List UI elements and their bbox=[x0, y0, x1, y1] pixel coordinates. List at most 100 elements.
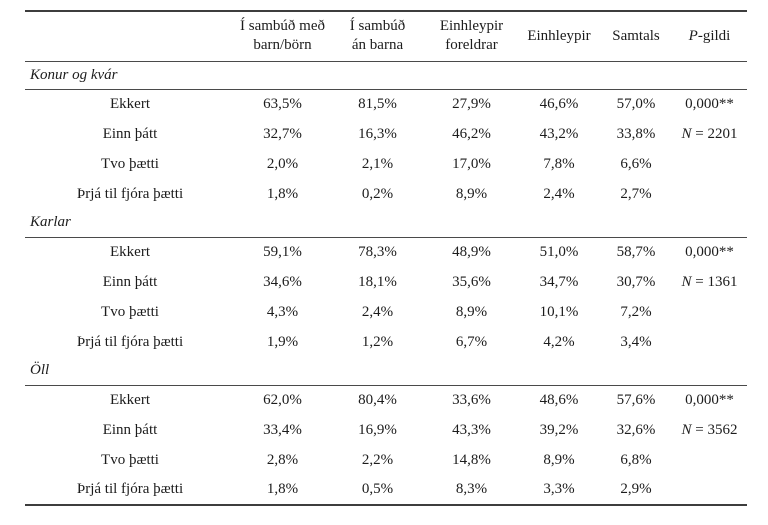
section-title-row: Karlar bbox=[25, 209, 747, 237]
value-cell: 62,0% bbox=[263, 391, 302, 408]
value-cell: 2,8% bbox=[266, 451, 299, 468]
value-cell: 51,0% bbox=[539, 243, 579, 260]
section-title: Karlar bbox=[30, 214, 71, 231]
table-row: Þrjá til fjóra þætti 1,9% 1,2% 6,7% 4,2% 3,4% bbox=[25, 327, 747, 357]
table-row: Tvo þætti 2,8% 2,2% 14,8% 8,9% 6,8% bbox=[25, 445, 747, 475]
row-label: Tvo þætti bbox=[101, 303, 159, 320]
p-value-cell bbox=[672, 297, 747, 327]
value-cell: 80,4% bbox=[358, 391, 397, 408]
value-cell: 35,6% bbox=[452, 273, 491, 290]
table-row: Einn þátt 32,7% 16,3% 46,2% 43,2% 33,8% N = 22… bbox=[25, 119, 747, 149]
value-cell: 2,9% bbox=[620, 481, 652, 497]
value-cell: 57,0% bbox=[616, 95, 656, 112]
value-cell: 46,6% bbox=[539, 95, 579, 112]
value-cell: 33,6% bbox=[452, 391, 491, 408]
row-label: Einn þátt bbox=[102, 273, 158, 290]
value-cell: 16,3% bbox=[358, 125, 397, 142]
value-cell: 43,2% bbox=[539, 125, 579, 142]
p-value-cell bbox=[672, 445, 747, 475]
table-row: Ekkert 59,1% 78,3% 48,9% 51,0% 58,7% 0,000** bbox=[25, 237, 747, 267]
value-cell: 2,4% bbox=[361, 303, 394, 320]
table-row: Einn þátt 33,4% 16,9% 43,3% 39,2% 32,6% N = 35… bbox=[25, 415, 747, 445]
column-header-5: P-gildi bbox=[672, 11, 747, 62]
value-cell: 8,3% bbox=[455, 481, 488, 497]
row-label: Einn þátt bbox=[102, 125, 158, 142]
value-cell: 3,3% bbox=[543, 481, 575, 497]
p-value-cell: N = 2201 bbox=[681, 125, 738, 142]
value-cell: 2,2% bbox=[361, 451, 394, 468]
section-title-row: Öll bbox=[25, 357, 747, 385]
p-value-cell bbox=[672, 475, 747, 505]
column-header-1: Í sambúð án barna bbox=[330, 11, 425, 62]
p-value-cell: N = 1361 bbox=[681, 273, 738, 290]
value-cell: 7,2% bbox=[620, 303, 652, 320]
value-cell: 2,1% bbox=[361, 155, 394, 172]
value-cell: 17,0% bbox=[452, 155, 491, 172]
p-value-cell bbox=[672, 327, 747, 357]
table-body: Konur og kvár Ekkert 63,5% 81,5% 27,9% 46,6% 5… bbox=[25, 61, 747, 505]
p-value-cell: 0,000** bbox=[685, 95, 734, 112]
value-cell: 59,1% bbox=[263, 243, 302, 260]
row-label: Þrjá til fjóra þætti bbox=[76, 481, 184, 497]
value-cell: 0,2% bbox=[361, 185, 394, 202]
table-row: Ekkert 62,0% 80,4% 33,6% 48,6% 57,6% 0,000** bbox=[25, 385, 747, 415]
table-row: Tvo þætti 2,0% 2,1% 17,0% 7,8% 6,6% bbox=[25, 149, 747, 179]
value-cell: 63,5% bbox=[263, 95, 302, 112]
value-cell: 14,8% bbox=[452, 451, 491, 468]
value-cell: 1,8% bbox=[266, 185, 299, 202]
value-cell: 16,9% bbox=[358, 421, 397, 438]
value-cell: 18,1% bbox=[358, 273, 397, 290]
value-cell: 34,7% bbox=[539, 273, 579, 290]
table-row: Einn þátt 34,6% 18,1% 35,6% 34,7% 30,7% N = 13… bbox=[25, 267, 747, 297]
value-cell: 7,8% bbox=[543, 155, 575, 172]
value-cell: 6,8% bbox=[620, 451, 652, 468]
value-cell: 8,9% bbox=[455, 185, 488, 202]
section-title: Öll bbox=[30, 362, 50, 379]
row-label: Þrjá til fjóra þætti bbox=[76, 333, 184, 350]
value-cell: 8,9% bbox=[543, 451, 575, 468]
table-row: Tvo þætti 4,3% 2,4% 8,9% 10,1% 7,2% bbox=[25, 297, 747, 327]
row-label: Ekkert bbox=[110, 391, 150, 408]
value-cell: 2,7% bbox=[620, 185, 652, 202]
value-cell: 6,7% bbox=[455, 333, 488, 350]
value-cell: 2,4% bbox=[543, 185, 575, 202]
value-cell: 33,4% bbox=[263, 421, 302, 438]
column-header-3: Einhleypir bbox=[518, 11, 600, 62]
section-title-row: Konur og kvár bbox=[25, 61, 747, 89]
row-label: Þrjá til fjóra þætti bbox=[76, 185, 184, 202]
row-label: Ekkert bbox=[110, 95, 150, 112]
value-cell: 1,8% bbox=[266, 481, 299, 497]
row-category-column-header bbox=[25, 11, 235, 62]
value-cell: 0,5% bbox=[361, 481, 394, 497]
row-label: Tvo þætti bbox=[101, 451, 159, 468]
table-header-row: Í sambúð með barn/börn Í sambúð án barna E… bbox=[25, 11, 747, 62]
value-cell: 6,6% bbox=[620, 155, 652, 172]
value-cell: 4,2% bbox=[543, 333, 575, 350]
value-cell: 32,6% bbox=[616, 421, 656, 438]
value-cell: 43,3% bbox=[452, 421, 491, 438]
value-cell: 78,3% bbox=[358, 243, 397, 260]
p-value-cell: N = 3562 bbox=[681, 421, 738, 438]
value-cell: 32,7% bbox=[263, 125, 302, 142]
section-title: Konur og kvár bbox=[30, 66, 118, 83]
column-header-2: Einhleypir foreldrar bbox=[425, 11, 518, 62]
table-row: Þrjá til fjóra þætti 1,8% 0,5% 8,3% 3,3% 2,9% bbox=[25, 475, 747, 505]
value-cell: 34,6% bbox=[263, 273, 302, 290]
table-header: Í sambúð með barn/börn Í sambúð án barna E… bbox=[25, 11, 747, 62]
value-cell: 1,9% bbox=[266, 333, 299, 350]
value-cell: 8,9% bbox=[455, 303, 488, 320]
table-row: Ekkert 63,5% 81,5% 27,9% 46,6% 57,0% 0,000** bbox=[25, 89, 747, 119]
value-cell: 10,1% bbox=[539, 303, 579, 320]
row-label: Einn þátt bbox=[102, 421, 158, 438]
p-value-cell: 0,000** bbox=[685, 391, 734, 408]
table-row: Þrjá til fjóra þætti 1,8% 0,2% 8,9% 2,4% 2,7% bbox=[25, 179, 747, 209]
value-cell: 39,2% bbox=[539, 421, 579, 438]
value-cell: 48,9% bbox=[452, 243, 491, 260]
row-label: Ekkert bbox=[110, 243, 150, 260]
p-value-cell bbox=[672, 149, 747, 179]
column-header-0: Í sambúð með barn/börn bbox=[235, 11, 330, 62]
value-cell: 30,7% bbox=[616, 273, 656, 290]
column-header-4: Samtals bbox=[600, 11, 672, 62]
value-cell: 57,6% bbox=[616, 391, 656, 408]
value-cell: 4,3% bbox=[266, 303, 299, 320]
